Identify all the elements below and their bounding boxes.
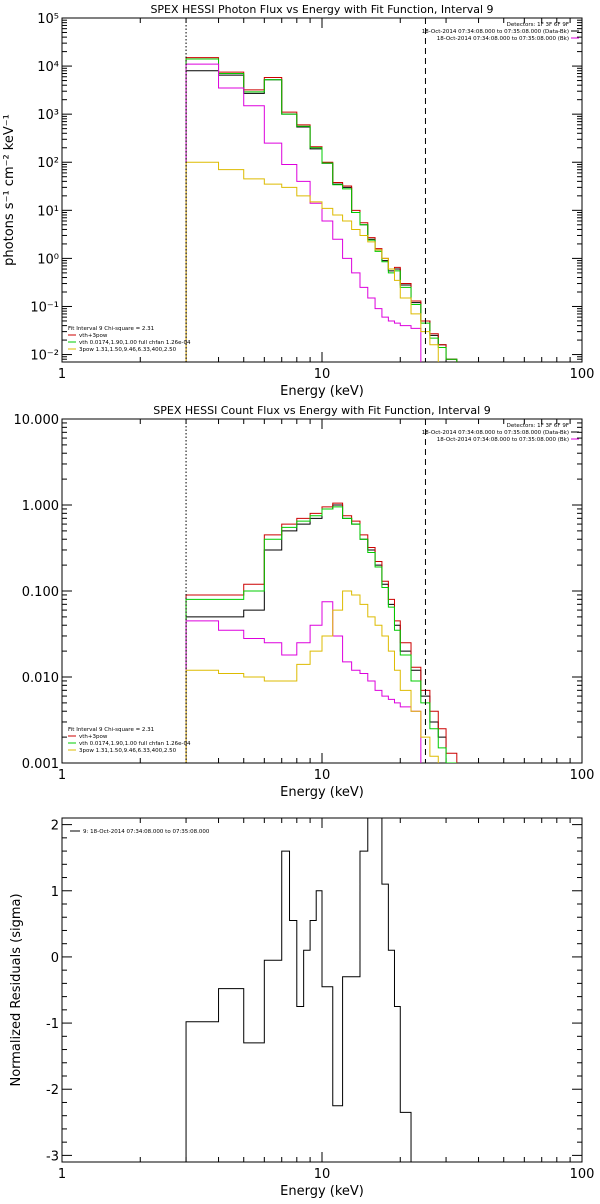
y-tick-label: 1 [51,885,59,900]
y-tick-label: 10⁵ [37,12,59,27]
series-line-1 [185,70,458,362]
x-axis-label: Energy (keV) [280,785,364,800]
y-tick-label: 0 [51,951,59,966]
y-tick-label: 10³ [37,108,59,123]
x-tick-label: 10 [314,367,331,382]
y-ticks [62,824,582,1156]
panel-1: SPEX HESSI Photon Flux vs Energy with Fi… [2,3,594,399]
chart-title: SPEX HESSI Count Flux vs Energy with Fit… [153,404,490,417]
x-tick-label: 1 [58,367,66,382]
legend-entry: vth+3pow [79,734,108,740]
series-line-4 [185,601,422,763]
legend-entry: vth 0.0174,1.90,1.00 full chfan 1.26e-04 [79,340,191,346]
y-tick-label: 10.000 [14,413,60,428]
y-tick-label: 10¹ [37,204,59,219]
x-axis-label: Energy (keV) [280,384,364,399]
legend-entry: Fit Interval 9 Chi-square = 2.31 [68,727,154,733]
y-tick-label: 10² [37,156,59,171]
series-group [185,818,426,1162]
y-axis-label: Normalized Residuals (sigma) [9,893,24,1086]
legend-entry: vth+3pow [79,333,108,339]
plot-frame [61,17,583,363]
x-ticks [61,818,571,1162]
legend-entry: vth 0.0174,1.90,1.00 full chfan 1.26e-04 [79,741,191,747]
series-line-2 [185,502,458,763]
legend: 9: 18-Oct-2014 07:34:08.000 to 07:35:08.… [70,829,210,835]
series-line-3 [185,506,457,763]
y-tick-label: -3 [46,1149,59,1164]
y-tick-label: 10⁻² [30,349,59,364]
header-line: Detectors: 1F 3F 6F 9F [507,22,569,28]
y-tick-label: 1.000 [22,499,59,514]
series-group [185,57,458,362]
x-tick-label: 1 [58,768,66,783]
x-tick-label: 100 [570,1167,595,1182]
y-tick-label: 10⁴ [37,60,59,75]
y-axis-label: photons s⁻¹ cm⁻² keV⁻¹ [2,114,17,266]
series-line-5 [185,590,439,763]
x-tick-label: 100 [570,367,595,382]
y-tick-label: 0.010 [22,671,59,686]
legend: Fit Interval 9 Chi-square = 2.31vth+3pow… [68,326,191,353]
header-line: 18-Oct-2014 07:34:08.000 to 07:35:08.000… [422,430,569,436]
series-line-3 [185,58,458,362]
series-line-1 [185,818,426,1162]
x-ticks [61,419,571,763]
x-ticks [61,18,571,362]
header-line: Detectors: 1F 3F 6F 9F [507,423,569,429]
panel-2: SPEX HESSI Count Flux vs Energy with Fit… [14,404,595,800]
legend: Fit Interval 9 Chi-square = 2.31vth+3pow… [68,727,191,754]
y-tick-label: 0.100 [22,585,59,600]
header-line: 18-Oct-2014 07:34:08.000 to 07:35:08.000… [437,36,569,42]
panel-3: 1 10 100 Energy (keV) -3 -2 -1 0 1 2 Normalized Re… [9,817,595,1199]
header-line: 18-Oct-2014 07:34:08.000 to 07:35:08.000… [422,29,569,35]
legend-entry: 3pow 1.31,1.50,9.46,6.33,400,2.50 [79,748,177,754]
y-ticks [62,17,582,363]
chart-title: SPEX HESSI Photon Flux vs Energy with Fi… [150,3,493,16]
header-line: 18-Oct-2014 07:34:08.000 to 07:35:08.000… [437,437,569,443]
y-tick-label: 10⁰ [37,252,59,267]
x-tick-label: 10 [314,768,331,783]
x-tick-label: 1 [58,1167,66,1182]
series-line-2 [185,57,458,362]
x-tick-label: 10 [314,1167,331,1182]
series-line-5 [185,161,439,362]
plot-frame [61,418,583,764]
legend-entry: Fit Interval 9 Chi-square = 2.31 [68,326,154,332]
plot-frame [61,817,583,1163]
y-ticks [62,418,582,764]
y-tick-label: 2 [51,819,59,834]
series-line-1 [185,504,457,763]
x-axis-label: Energy (keV) [280,1184,364,1199]
legend-entry: 3pow 1.31,1.50,9.46,6.33,400,2.50 [79,347,177,353]
y-tick-label: 0.001 [22,757,59,772]
legend-entry: 9: 18-Oct-2014 07:34:08.000 to 07:35:08.… [83,829,210,835]
y-tick-label: -1 [46,1017,59,1032]
y-tick-label: 10⁻¹ [30,300,59,315]
y-tick-label: -2 [46,1083,59,1098]
series-group [185,502,458,763]
series-line-4 [185,63,422,362]
x-tick-label: 100 [570,768,595,783]
